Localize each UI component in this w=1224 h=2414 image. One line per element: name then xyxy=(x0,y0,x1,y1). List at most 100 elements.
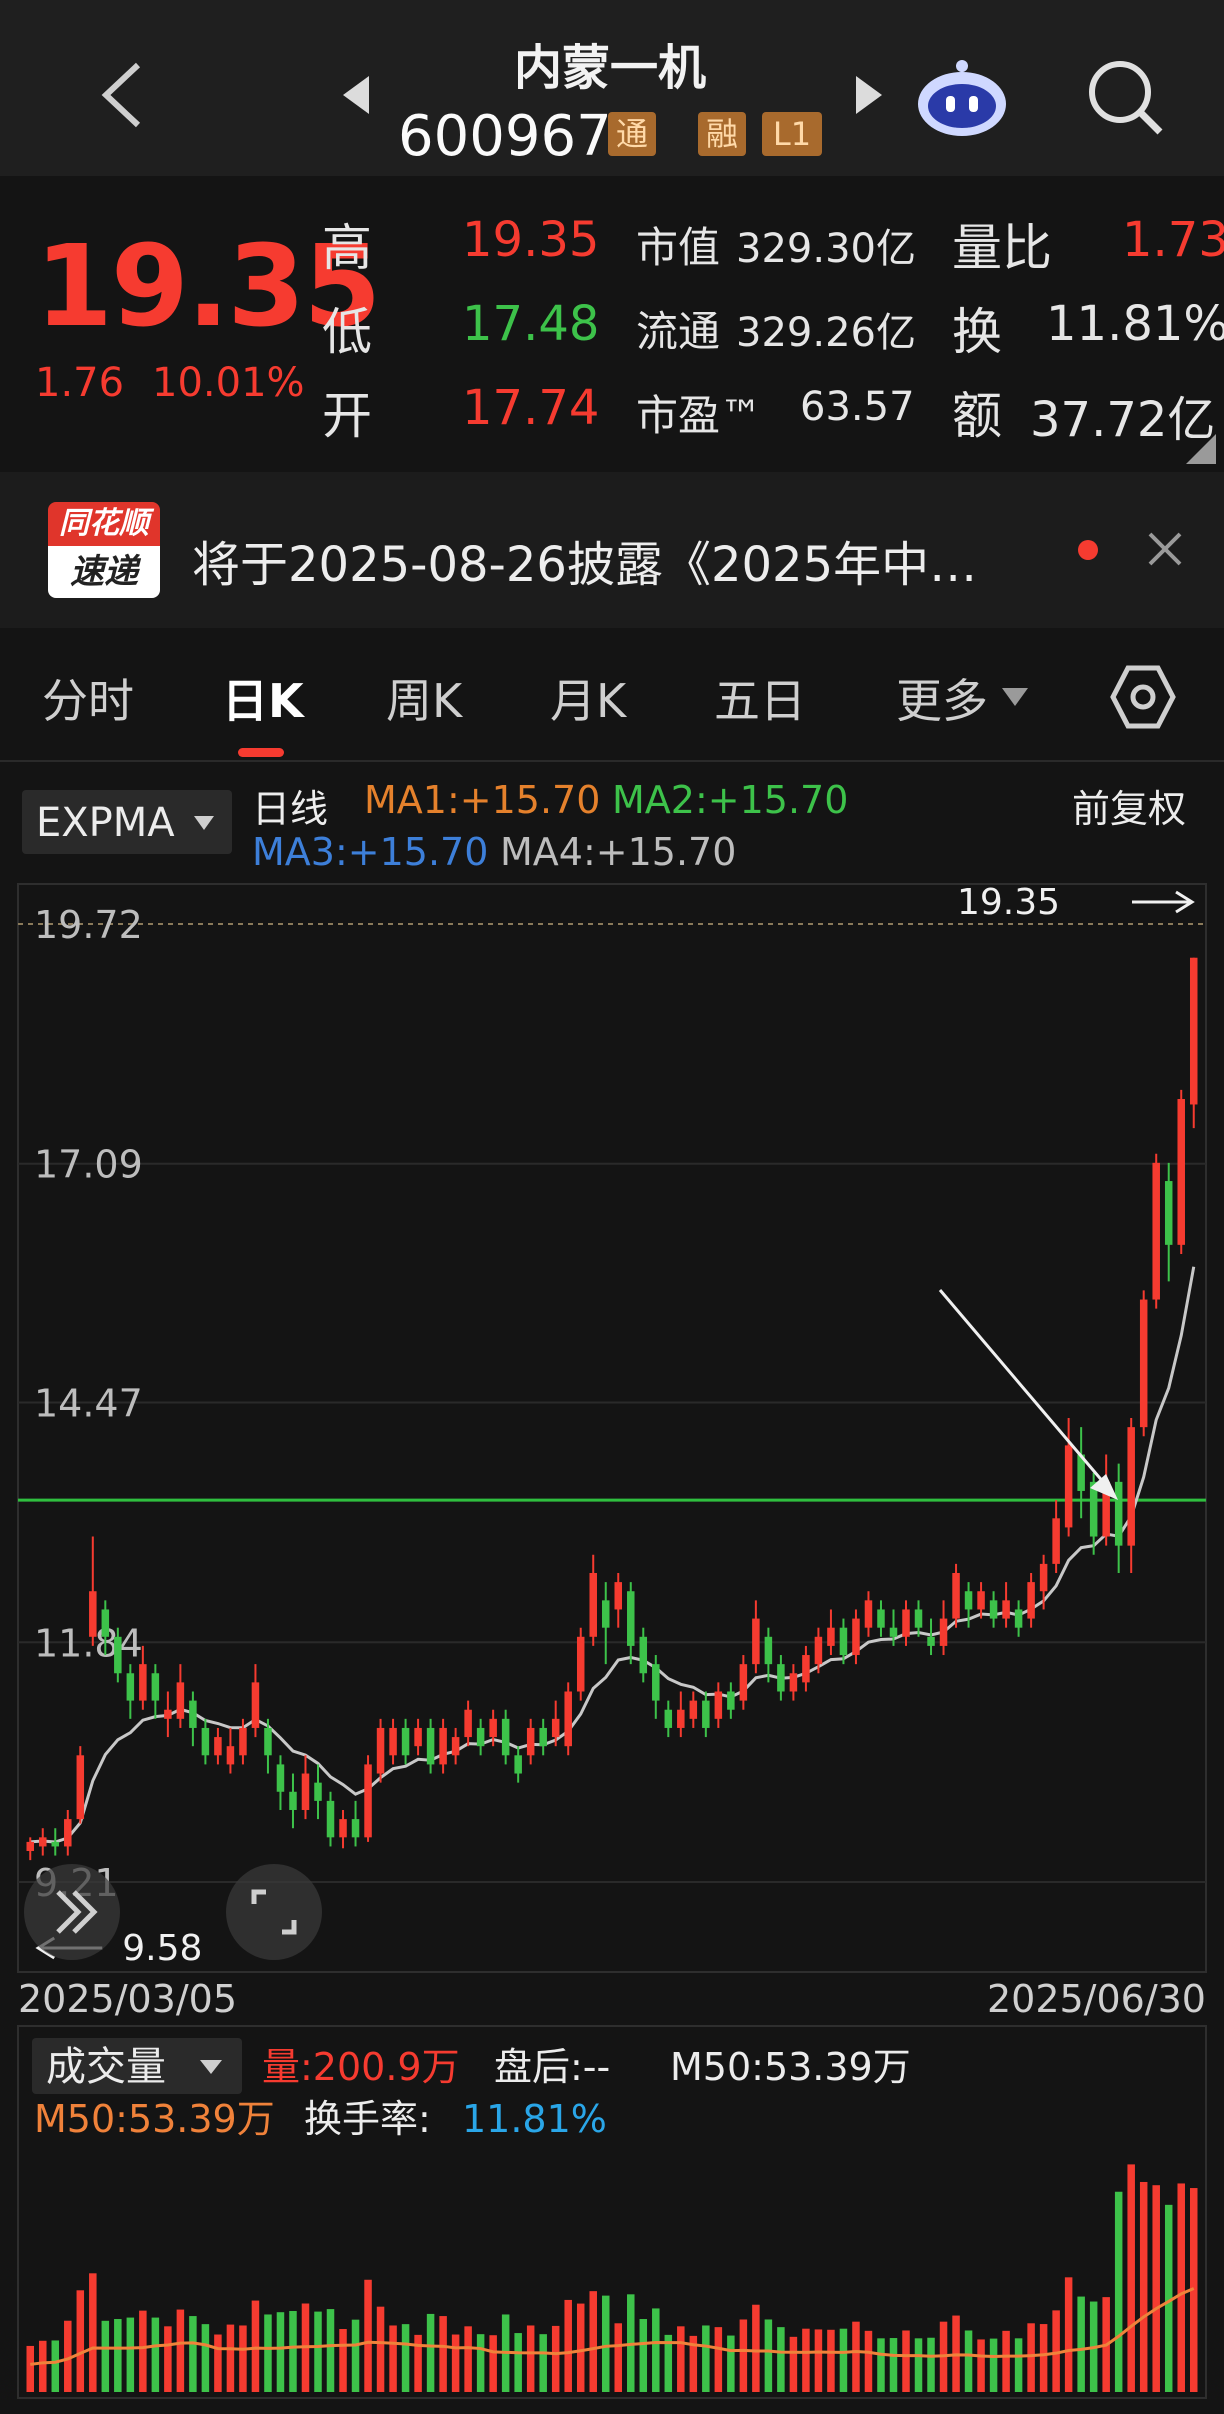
volume-bar xyxy=(802,2328,810,2392)
volume-bar xyxy=(339,2329,347,2392)
high-value: 19.35 xyxy=(462,212,600,268)
volume-bar xyxy=(1177,2183,1185,2392)
candle-body xyxy=(501,1718,510,1756)
chevron-down-icon[interactable] xyxy=(1000,686,1030,708)
volume-bar xyxy=(1077,2296,1085,2392)
volume-bar xyxy=(464,2326,472,2392)
expand-chart-button[interactable] xyxy=(24,1864,120,1960)
settings-hexagon-icon[interactable] xyxy=(1110,664,1176,730)
margin-badge: 融 xyxy=(698,112,746,156)
x-start-date: 2025/03/05 xyxy=(18,1977,237,2021)
volume-bar xyxy=(689,2335,698,2392)
volume-bar xyxy=(76,2290,85,2392)
volume-bar xyxy=(1114,2191,1123,2392)
indicator-name: EXPMA xyxy=(36,800,175,846)
candle-body xyxy=(514,1755,522,1774)
volume-bar xyxy=(702,2325,710,2392)
dropdown-icon xyxy=(194,816,214,830)
fullscreen-button[interactable] xyxy=(226,1864,322,1960)
candle-body xyxy=(614,1582,623,1610)
market-cap-value: 329.30亿 xyxy=(736,226,916,272)
candle-body xyxy=(877,1609,885,1628)
volume-bar xyxy=(1039,2324,1048,2392)
volume-bar xyxy=(1052,2310,1060,2392)
volume-selector[interactable] xyxy=(32,2038,242,2094)
volume-bar xyxy=(764,2319,773,2392)
volume-bar xyxy=(551,2325,560,2392)
previous-stock-icon[interactable] xyxy=(335,72,375,118)
x-end-date: 2025/06/30 xyxy=(987,1977,1206,2021)
candle-body xyxy=(89,1591,97,1637)
candle-body xyxy=(439,1727,447,1765)
after-hours: 盘后:-- xyxy=(494,2045,610,2089)
volume-ratio-label: 量比 xyxy=(952,219,1052,277)
volume-bar xyxy=(139,2310,147,2392)
candles xyxy=(26,957,1198,1861)
annotations: 19.35 9.58 xyxy=(35,882,1195,1969)
tab-more[interactable]: 更多 xyxy=(896,674,988,728)
next-stock-icon[interactable] xyxy=(850,72,890,118)
low-value: 17.48 xyxy=(462,296,600,352)
close-icon[interactable] xyxy=(1140,524,1190,574)
volume-bar xyxy=(814,2329,823,2392)
turnover-rate-value: 11.81% xyxy=(462,2097,607,2141)
annotation-arrow xyxy=(938,1289,1112,1491)
low-label: 低 xyxy=(322,303,372,361)
candle-body xyxy=(576,1636,585,1692)
volume-bar xyxy=(1127,2164,1135,2392)
volume-bar xyxy=(364,2279,372,2392)
volume-bar xyxy=(514,2333,522,2392)
indicator-selector[interactable] xyxy=(22,790,232,854)
candle-body xyxy=(264,1727,272,1756)
volume-bar xyxy=(1064,2277,1073,2392)
candle-body xyxy=(1102,1481,1110,1537)
volume-m50: M50:53.39万 xyxy=(34,2097,275,2141)
tab-daily-k[interactable]: 日K xyxy=(222,674,304,728)
volume-bar xyxy=(39,2340,47,2392)
volume-bar xyxy=(189,2316,197,2392)
tab-monthly-k[interactable]: 月K xyxy=(550,674,627,728)
volume-bar xyxy=(539,2334,547,2392)
assistant-robot-icon[interactable] xyxy=(912,54,1012,140)
candle-body xyxy=(727,1691,735,1710)
tab-five-day[interactable]: 五日 xyxy=(714,674,806,728)
volume-bar xyxy=(526,2325,535,2392)
volume-bar xyxy=(639,2319,648,2392)
volume-bar xyxy=(964,2330,973,2392)
adjust-mode[interactable]: 前复权 xyxy=(1072,787,1187,831)
open-label: 开 xyxy=(322,387,372,445)
chart-frame xyxy=(17,883,1207,1973)
search-icon[interactable] xyxy=(1080,52,1168,140)
news-banner[interactable] xyxy=(0,472,1224,628)
volume-bar xyxy=(351,2319,360,2392)
volume-frame xyxy=(17,2025,1207,2399)
candle-body xyxy=(889,1627,898,1637)
candle-body xyxy=(364,1764,372,1838)
volume-bar xyxy=(164,2326,172,2392)
candle-body xyxy=(289,1791,297,1810)
volume-bar xyxy=(1164,2204,1173,2392)
tab-weekly-k[interactable]: 周K xyxy=(386,674,463,728)
news-headline[interactable]: 将于2025-08-26披露《2025年中… xyxy=(192,537,978,593)
volume-selector-label: 成交量 xyxy=(46,2044,166,2090)
volume-bar xyxy=(601,2295,610,2392)
volume-bar xyxy=(226,2324,235,2392)
candle-body xyxy=(1164,1181,1173,1245)
volume-bar xyxy=(827,2329,835,2392)
last-price: 19.35 xyxy=(35,222,381,352)
candle-body xyxy=(389,1727,397,1756)
back-arrow-icon[interactable] xyxy=(90,55,160,135)
expand-corner-icon[interactable] xyxy=(1186,434,1216,464)
turnover-value: 11.81% xyxy=(1046,296,1224,352)
tab-intraday[interactable]: 分时 xyxy=(42,674,134,728)
candle-body xyxy=(451,1737,460,1756)
stock-code: 600967 xyxy=(398,104,612,169)
candle-body xyxy=(26,1841,35,1852)
volume-bar xyxy=(677,2326,685,2392)
candle-body xyxy=(1114,1481,1123,1546)
candle-body xyxy=(539,1727,547,1747)
candle-body xyxy=(1027,1582,1035,1619)
candle-body xyxy=(101,1609,110,1637)
